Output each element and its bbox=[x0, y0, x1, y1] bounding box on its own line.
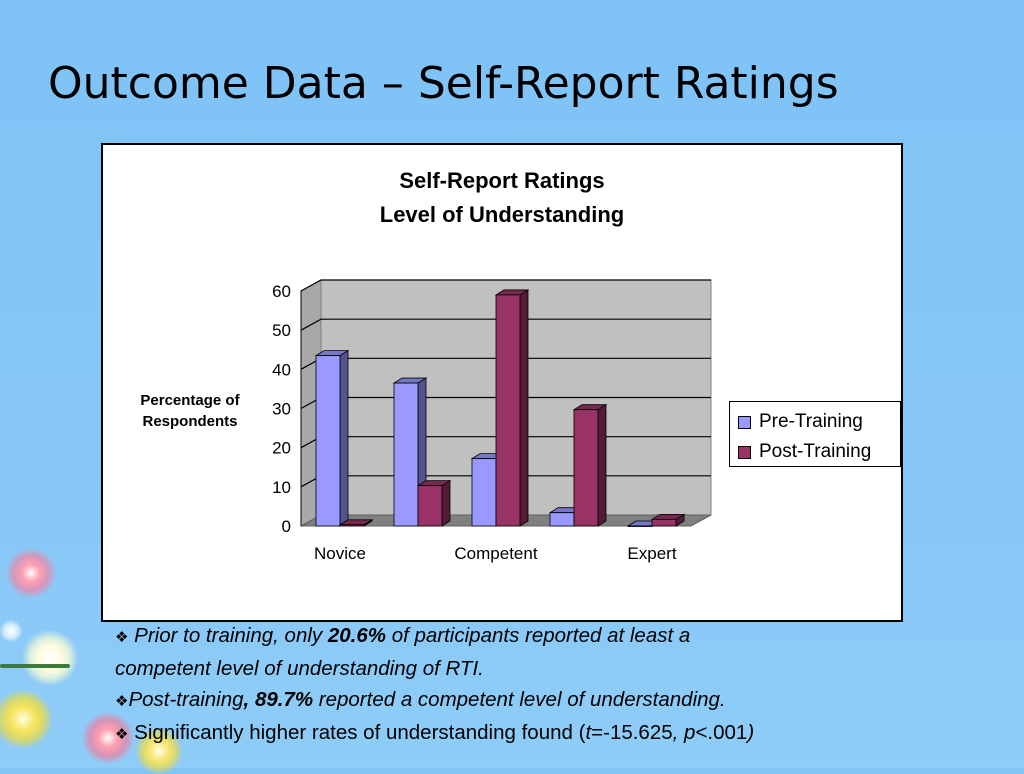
finding-3-p-value: <.001 bbox=[695, 721, 748, 744]
finding-1-text-end: of participants reported at least a bbox=[386, 624, 691, 647]
y-gridline bbox=[300, 279, 711, 292]
chart-container: Self-Report Ratings Level of Understandi… bbox=[101, 143, 903, 622]
finding-1-continued-text: competent level of understanding of RTI. bbox=[115, 657, 484, 680]
legend-item-pre-training: Pre-Training bbox=[738, 407, 900, 437]
legend-label-post-training: Post-Training bbox=[759, 441, 872, 462]
finding-1-highlight: 20.6% bbox=[327, 624, 386, 647]
finding-3-t-value: =-15.625 bbox=[591, 721, 673, 744]
bar-plot: 0 10 20 30 40 50 60 Novice Competent Expert bbox=[272, 279, 712, 563]
finding-3-comma: , bbox=[672, 721, 685, 744]
y-axis-label-line-2: Respondents bbox=[142, 413, 238, 430]
finding-2: ❖Post-training, 89.7% reported a compete… bbox=[115, 684, 915, 717]
chart-title: Self-Report Ratings Level of Understandi… bbox=[103, 164, 901, 232]
bar-side-0-0 bbox=[339, 349, 349, 527]
chart-legend: Pre-Training Post-Training bbox=[729, 401, 901, 467]
bar-0-2 bbox=[471, 458, 497, 527]
chart-title-line-1: Self-Report Ratings bbox=[399, 168, 605, 193]
bar-1-0 bbox=[339, 524, 365, 527]
finding-2-text-end: reported a competent level of understand… bbox=[313, 688, 726, 711]
y-tick-label: 40 bbox=[272, 360, 291, 379]
y-axis-label: Percentage of Respondents bbox=[115, 390, 265, 432]
finding-3-p-symbol: p bbox=[684, 721, 696, 744]
bar-1-1 bbox=[417, 485, 443, 527]
x-tick-label: Expert bbox=[627, 544, 676, 563]
legend-swatch-pre-training bbox=[738, 415, 751, 429]
finding-2-highlight: , 89.7% bbox=[243, 688, 314, 711]
finding-3-text: Significantly higher rates of understand… bbox=[128, 721, 586, 744]
bar-0-3 bbox=[549, 512, 575, 527]
finding-1: ❖ Prior to training, only 20.6% of parti… bbox=[115, 620, 915, 653]
bar-0-1 bbox=[393, 382, 419, 527]
bar-1-3 bbox=[573, 409, 599, 527]
finding-3: ❖ Significantly higher rates of understa… bbox=[115, 717, 915, 750]
finding-3-close: ) bbox=[747, 721, 755, 744]
findings-list: ❖ Prior to training, only 20.6% of parti… bbox=[115, 620, 915, 750]
y-tick-label: 30 bbox=[272, 400, 291, 419]
bar-side-1-3 bbox=[597, 403, 607, 527]
bar-0-4 bbox=[627, 525, 653, 527]
bar-side-1-2 bbox=[519, 289, 529, 527]
bar-0-0 bbox=[315, 355, 341, 527]
x-tick-label: Novice bbox=[314, 544, 366, 563]
finding-1-text: Prior to training, only bbox=[128, 624, 328, 647]
bullet-diamond-icon: ❖ bbox=[115, 692, 129, 710]
legend-label-pre-training: Pre-Training bbox=[759, 411, 863, 432]
y-gridline bbox=[300, 318, 711, 331]
finding-1-continued: competent level of understanding of RTI. bbox=[115, 653, 915, 684]
bar-1-4 bbox=[651, 518, 677, 527]
y-tick-label: 60 bbox=[272, 282, 291, 301]
bullet-diamond-icon: ❖ bbox=[115, 725, 129, 743]
y-axis-label-line-1: Percentage of bbox=[140, 392, 240, 409]
y-tick-label: 20 bbox=[272, 439, 291, 458]
finding-2-text: Post-training bbox=[128, 688, 244, 711]
y-tick-label: 10 bbox=[272, 478, 291, 497]
slide-title: Outcome Data – Self-Report Ratings bbox=[48, 58, 839, 109]
x-tick-label: Competent bbox=[454, 544, 537, 563]
finding-3-t-symbol: t bbox=[585, 721, 592, 744]
bar-1-2 bbox=[495, 294, 521, 527]
y-tick-label: 0 bbox=[282, 517, 291, 536]
bar-side-1-1 bbox=[441, 479, 451, 527]
legend-item-post-training: Post-Training bbox=[738, 437, 900, 467]
chart-title-line-2: Level of Understanding bbox=[379, 202, 625, 227]
bullet-diamond-icon: ❖ bbox=[115, 628, 129, 646]
legend-swatch-post-training bbox=[738, 445, 751, 459]
y-tick-label: 50 bbox=[272, 321, 291, 340]
